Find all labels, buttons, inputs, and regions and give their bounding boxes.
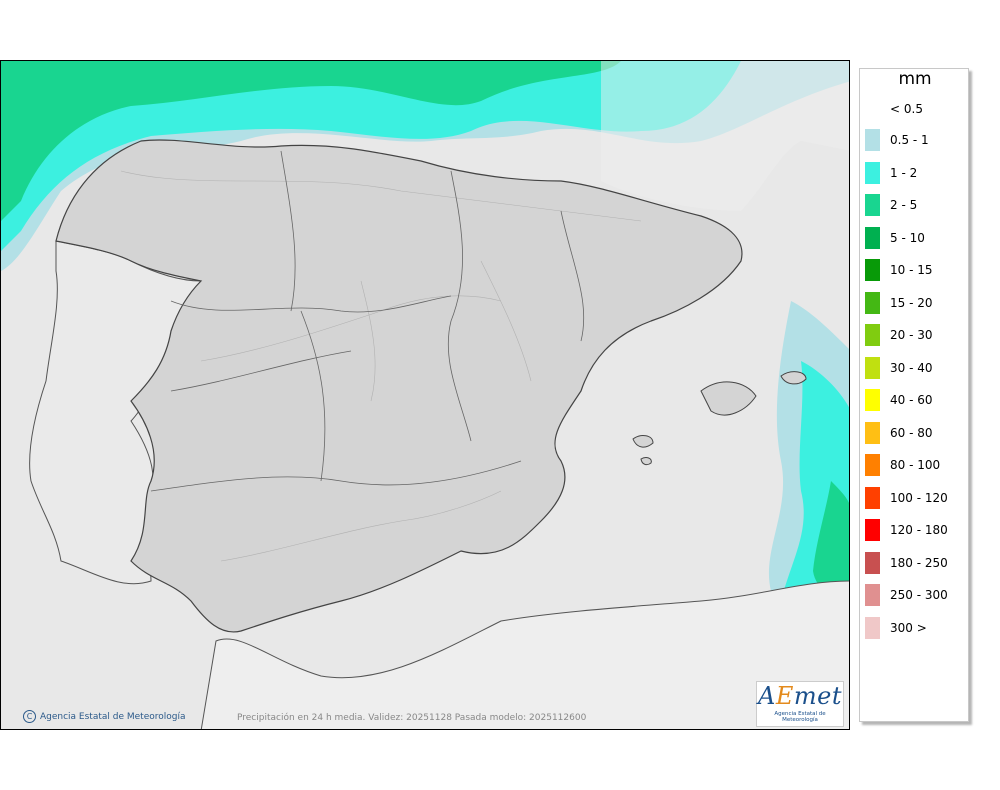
legend-label: 15 - 20 [890, 295, 933, 310]
legend-label: 30 - 40 [890, 360, 933, 375]
map-panel[interactable]: C Agencia Estatal de Meteorología Precip… [0, 60, 850, 730]
legend-item: 120 - 180 [865, 519, 948, 541]
legend-item: 180 - 250 [865, 551, 948, 574]
legend-panel: mm < 0.5 0.5 - 1 1 - 2 2 - 5 5 - 10 10 - 15 1… [859, 68, 969, 722]
legend-label: 0.5 - 1 [890, 133, 929, 147]
precip-zone-east-2-5 [813, 481, 849, 601]
legend-item: 40 - 60 [865, 389, 933, 411]
legend-item: 10 - 15 [865, 259, 933, 281]
mallorca-land [700, 381, 757, 416]
legend-swatch [865, 129, 880, 151]
legend-item: 80 - 100 [865, 454, 940, 476]
spain-land [55, 139, 743, 633]
legend-swatch [865, 519, 880, 541]
africa-land [200, 580, 849, 729]
precipitation-map [1, 61, 849, 729]
legend-label: 1 - 2 [890, 165, 918, 180]
legend-item: 0.5 - 1 [865, 129, 929, 151]
legend-swatch [865, 194, 880, 216]
legend-swatch [865, 389, 880, 411]
legend-item: 5 - 10 [865, 226, 925, 249]
copyright-text: Agencia Estatal de Meteorología [40, 711, 186, 722]
logo-subtitle: Agencia Estatal de Meteorología [774, 711, 826, 723]
legend-item: 2 - 5 [865, 194, 917, 216]
precip-zone-1-2 [1, 61, 741, 251]
legend-item: 20 - 30 [865, 324, 933, 346]
legend-item: 1 - 2 [865, 161, 918, 184]
copyright: C Agencia Estatal de Meteorología [23, 710, 186, 723]
legend-swatch [865, 356, 880, 379]
ibiza-land [632, 435, 654, 448]
region-borders [150, 150, 585, 492]
legend-item: 100 - 120 [865, 486, 948, 509]
legend-swatch [865, 616, 880, 639]
legend-label: 250 - 300 [890, 588, 948, 602]
legend-label: 20 - 30 [890, 328, 933, 342]
copyright-icon: C [23, 710, 36, 723]
legend-label: 60 - 80 [890, 425, 933, 440]
legend-item: 300 > [865, 616, 927, 639]
legend-swatch [865, 291, 880, 314]
legend-swatch [865, 551, 880, 574]
legend-swatch [865, 454, 880, 476]
precip-zone-2-5 [1, 61, 621, 221]
legend-swatch [865, 161, 880, 184]
legend-swatch [865, 226, 880, 249]
logo-brand: AEmet [758, 682, 842, 710]
relief-texture [120, 170, 642, 562]
map-caption: Precipitación en 24 h media. Validez: 20… [237, 713, 587, 723]
legend-first-label: < 0.5 [890, 102, 923, 116]
legend-label: 40 - 60 [890, 393, 933, 407]
legend-swatch [865, 584, 880, 606]
legend-item: 60 - 80 [865, 421, 933, 444]
legend-label: 10 - 15 [890, 263, 933, 277]
legend-label: 100 - 120 [890, 490, 948, 505]
formentera-land [640, 457, 652, 466]
legend-label: 80 - 100 [890, 458, 941, 472]
legend-label: 120 - 180 [890, 523, 948, 537]
legend-label: 5 - 10 [890, 230, 925, 245]
legend-swatch [865, 486, 880, 509]
legend-item: 30 - 40 [865, 356, 933, 379]
menorca-land [780, 371, 807, 385]
legend-label: 2 - 5 [890, 198, 918, 212]
legend-swatch [865, 421, 880, 444]
legend-label: 180 - 250 [890, 555, 948, 570]
legend-item: 250 - 300 [865, 584, 948, 606]
legend-item: 15 - 20 [865, 291, 933, 314]
legend-unit: mm [898, 69, 932, 89]
france-land [601, 61, 849, 211]
legend-label: 300 > [890, 620, 927, 635]
legend-swatch [865, 259, 880, 281]
legend-swatch [865, 324, 880, 346]
aemet-logo: AEmet Agencia Estatal de Meteorología [756, 681, 844, 727]
